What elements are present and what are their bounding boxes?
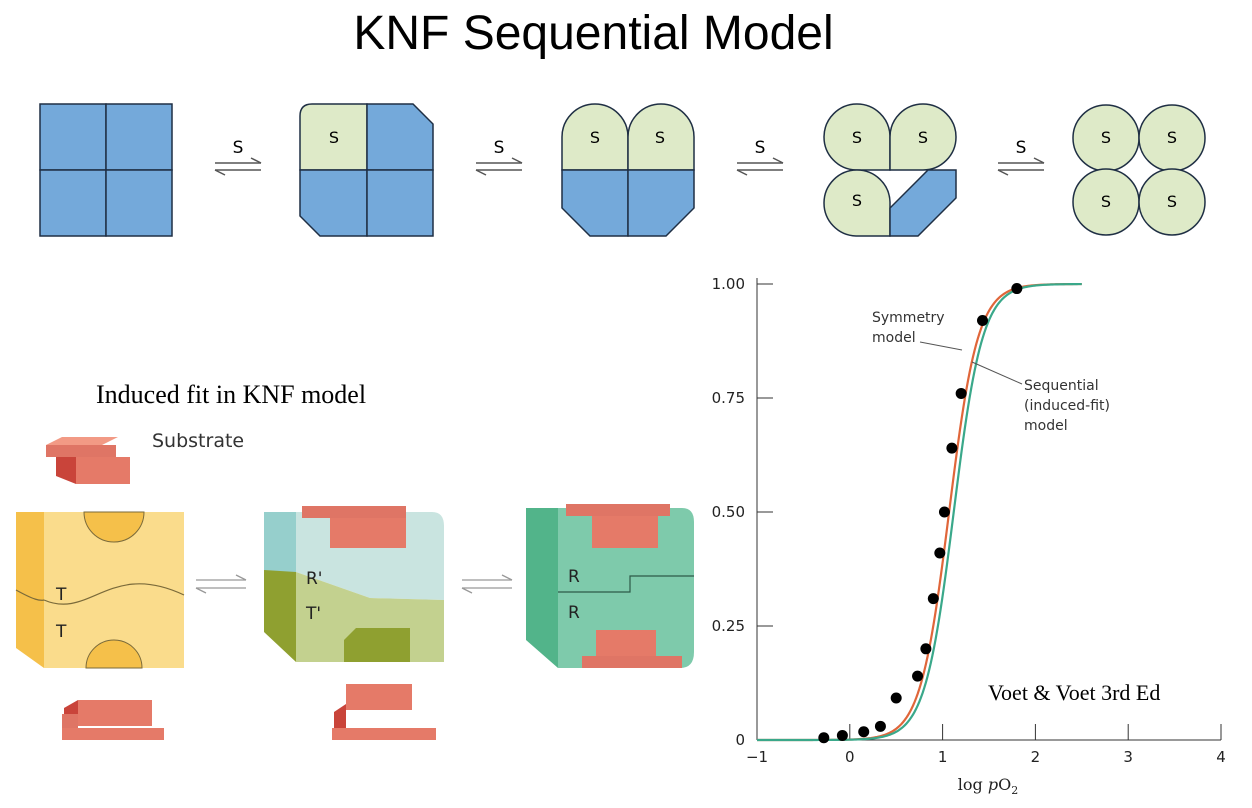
credit-text: Voet & Voet 3rd Ed: [988, 680, 1161, 705]
site-label: S: [1167, 192, 1177, 211]
equilibrium-arrow-1: S: [214, 138, 262, 176]
subunit-empty: [366, 169, 434, 237]
data-point: [874, 720, 886, 732]
site-label: S: [1101, 192, 1111, 211]
subunit-empty: [39, 169, 107, 237]
data-point: [946, 442, 958, 454]
site-label: S: [1101, 128, 1111, 147]
sequential-annotation-line3: model: [1024, 418, 1068, 434]
sequential-annotation-line2: (induced-fit): [1024, 398, 1110, 414]
sequence-state-0: [39, 103, 173, 237]
bound-substrate-1: [62, 700, 164, 740]
data-point: [818, 732, 830, 744]
data-point: [912, 670, 924, 682]
data-point: [934, 547, 946, 559]
free-substrate: [46, 437, 130, 484]
series-line: [757, 282, 1082, 742]
symmetry-annotation-line1: Symmetry: [872, 310, 945, 326]
data-point: [890, 692, 902, 704]
sequential-annotation-line1: Sequential: [1024, 378, 1099, 394]
chart-axes: −1 0 1 2 3 400.250.500.751.00: [712, 275, 1226, 766]
chart-points: [818, 283, 1023, 744]
data-point: [938, 506, 950, 518]
bound-substrate-2: [332, 684, 436, 740]
subunit-empty: [561, 169, 629, 237]
site-label: S: [590, 128, 600, 147]
subunit-empty: [105, 169, 173, 237]
induced-fit-heading: Induced fit in KNF model: [96, 380, 367, 409]
symmetry-annotation: Symmetry model: [872, 310, 963, 351]
equilibrium-arrow-4: S: [997, 138, 1045, 176]
x-tick-label: 0: [845, 748, 855, 766]
data-point: [836, 729, 848, 741]
x-tick-label: 2: [1031, 748, 1041, 766]
r-label-lower: R: [568, 603, 580, 623]
site-label: S: [852, 191, 862, 210]
x-tick-label: 3: [1123, 748, 1133, 766]
subunit-empty: [366, 103, 434, 171]
subunit-bound: [823, 169, 891, 237]
arrow-label: S: [494, 138, 505, 158]
sequence-state-4: S S S S: [1072, 104, 1206, 236]
data-point: [920, 643, 932, 655]
subunit-empty: [299, 169, 368, 237]
sequence-state-2: S S: [561, 103, 695, 237]
data-point: [927, 593, 939, 605]
r-state-dimer: R R: [526, 504, 694, 668]
subunit-empty: [105, 103, 173, 171]
x-axis-label: log pO2: [958, 775, 1018, 797]
subunit-bound: [889, 103, 957, 171]
site-label: S: [1167, 128, 1177, 147]
substrate-label: Substrate: [152, 430, 245, 452]
subunit-bound: [561, 103, 629, 171]
sequential-annotation: Sequential (induced-fit) model: [971, 361, 1110, 434]
y-tick-label: 0: [735, 731, 745, 749]
y-tick-label: 0.25: [712, 617, 745, 635]
subunit-bound: [627, 103, 695, 171]
t-state-dimer: T T: [15, 511, 185, 669]
subunit-empty: [627, 169, 695, 237]
equilibrium-arrow-b: [461, 574, 513, 594]
page-title: KNF Sequential Model: [353, 7, 834, 60]
data-point: [858, 726, 870, 738]
sequence-state-1: S: [299, 103, 434, 237]
arrow-label: S: [1016, 138, 1027, 158]
x-tick-label: 4: [1216, 748, 1226, 766]
hybrid-r-t-dimer: R' T': [264, 506, 444, 662]
t-label-upper: T: [55, 585, 67, 605]
t-label-lower: T: [55, 622, 67, 642]
equilibrium-arrow-2: S: [475, 138, 523, 176]
site-label: S: [329, 128, 339, 147]
x-tick-label: 1: [938, 748, 948, 766]
t-prime-label: T': [305, 604, 321, 624]
symmetry-annotation-line2: model: [872, 330, 916, 346]
sequence-state-3: S S S: [823, 103, 957, 237]
site-label: S: [918, 128, 928, 147]
subunit-bound: [1138, 168, 1206, 236]
subunit-empty: [889, 169, 957, 237]
subunit-empty: [39, 103, 107, 171]
subunit-bound: [823, 103, 891, 171]
data-point: [955, 387, 967, 399]
equilibrium-arrow-a: [195, 574, 247, 594]
site-label: S: [655, 128, 665, 147]
y-tick-label: 0.75: [712, 389, 745, 407]
data-point: [977, 314, 989, 326]
data-point: [1011, 283, 1023, 295]
y-tick-label: 1.00: [712, 275, 745, 293]
x-tick-label: −1: [746, 748, 768, 766]
y-tick-label: 0.50: [712, 503, 745, 521]
site-label: S: [852, 128, 862, 147]
arrow-label: S: [233, 138, 244, 158]
saturation-chart: −1 0 1 2 3 400.250.500.751.00 Symmetry model …: [712, 275, 1226, 797]
arrow-label: S: [755, 138, 766, 158]
r-label-upper: R: [568, 567, 580, 587]
r-prime-label: R': [306, 569, 323, 589]
chart-curves: [757, 282, 1082, 742]
equilibrium-arrow-3: S: [736, 138, 784, 176]
